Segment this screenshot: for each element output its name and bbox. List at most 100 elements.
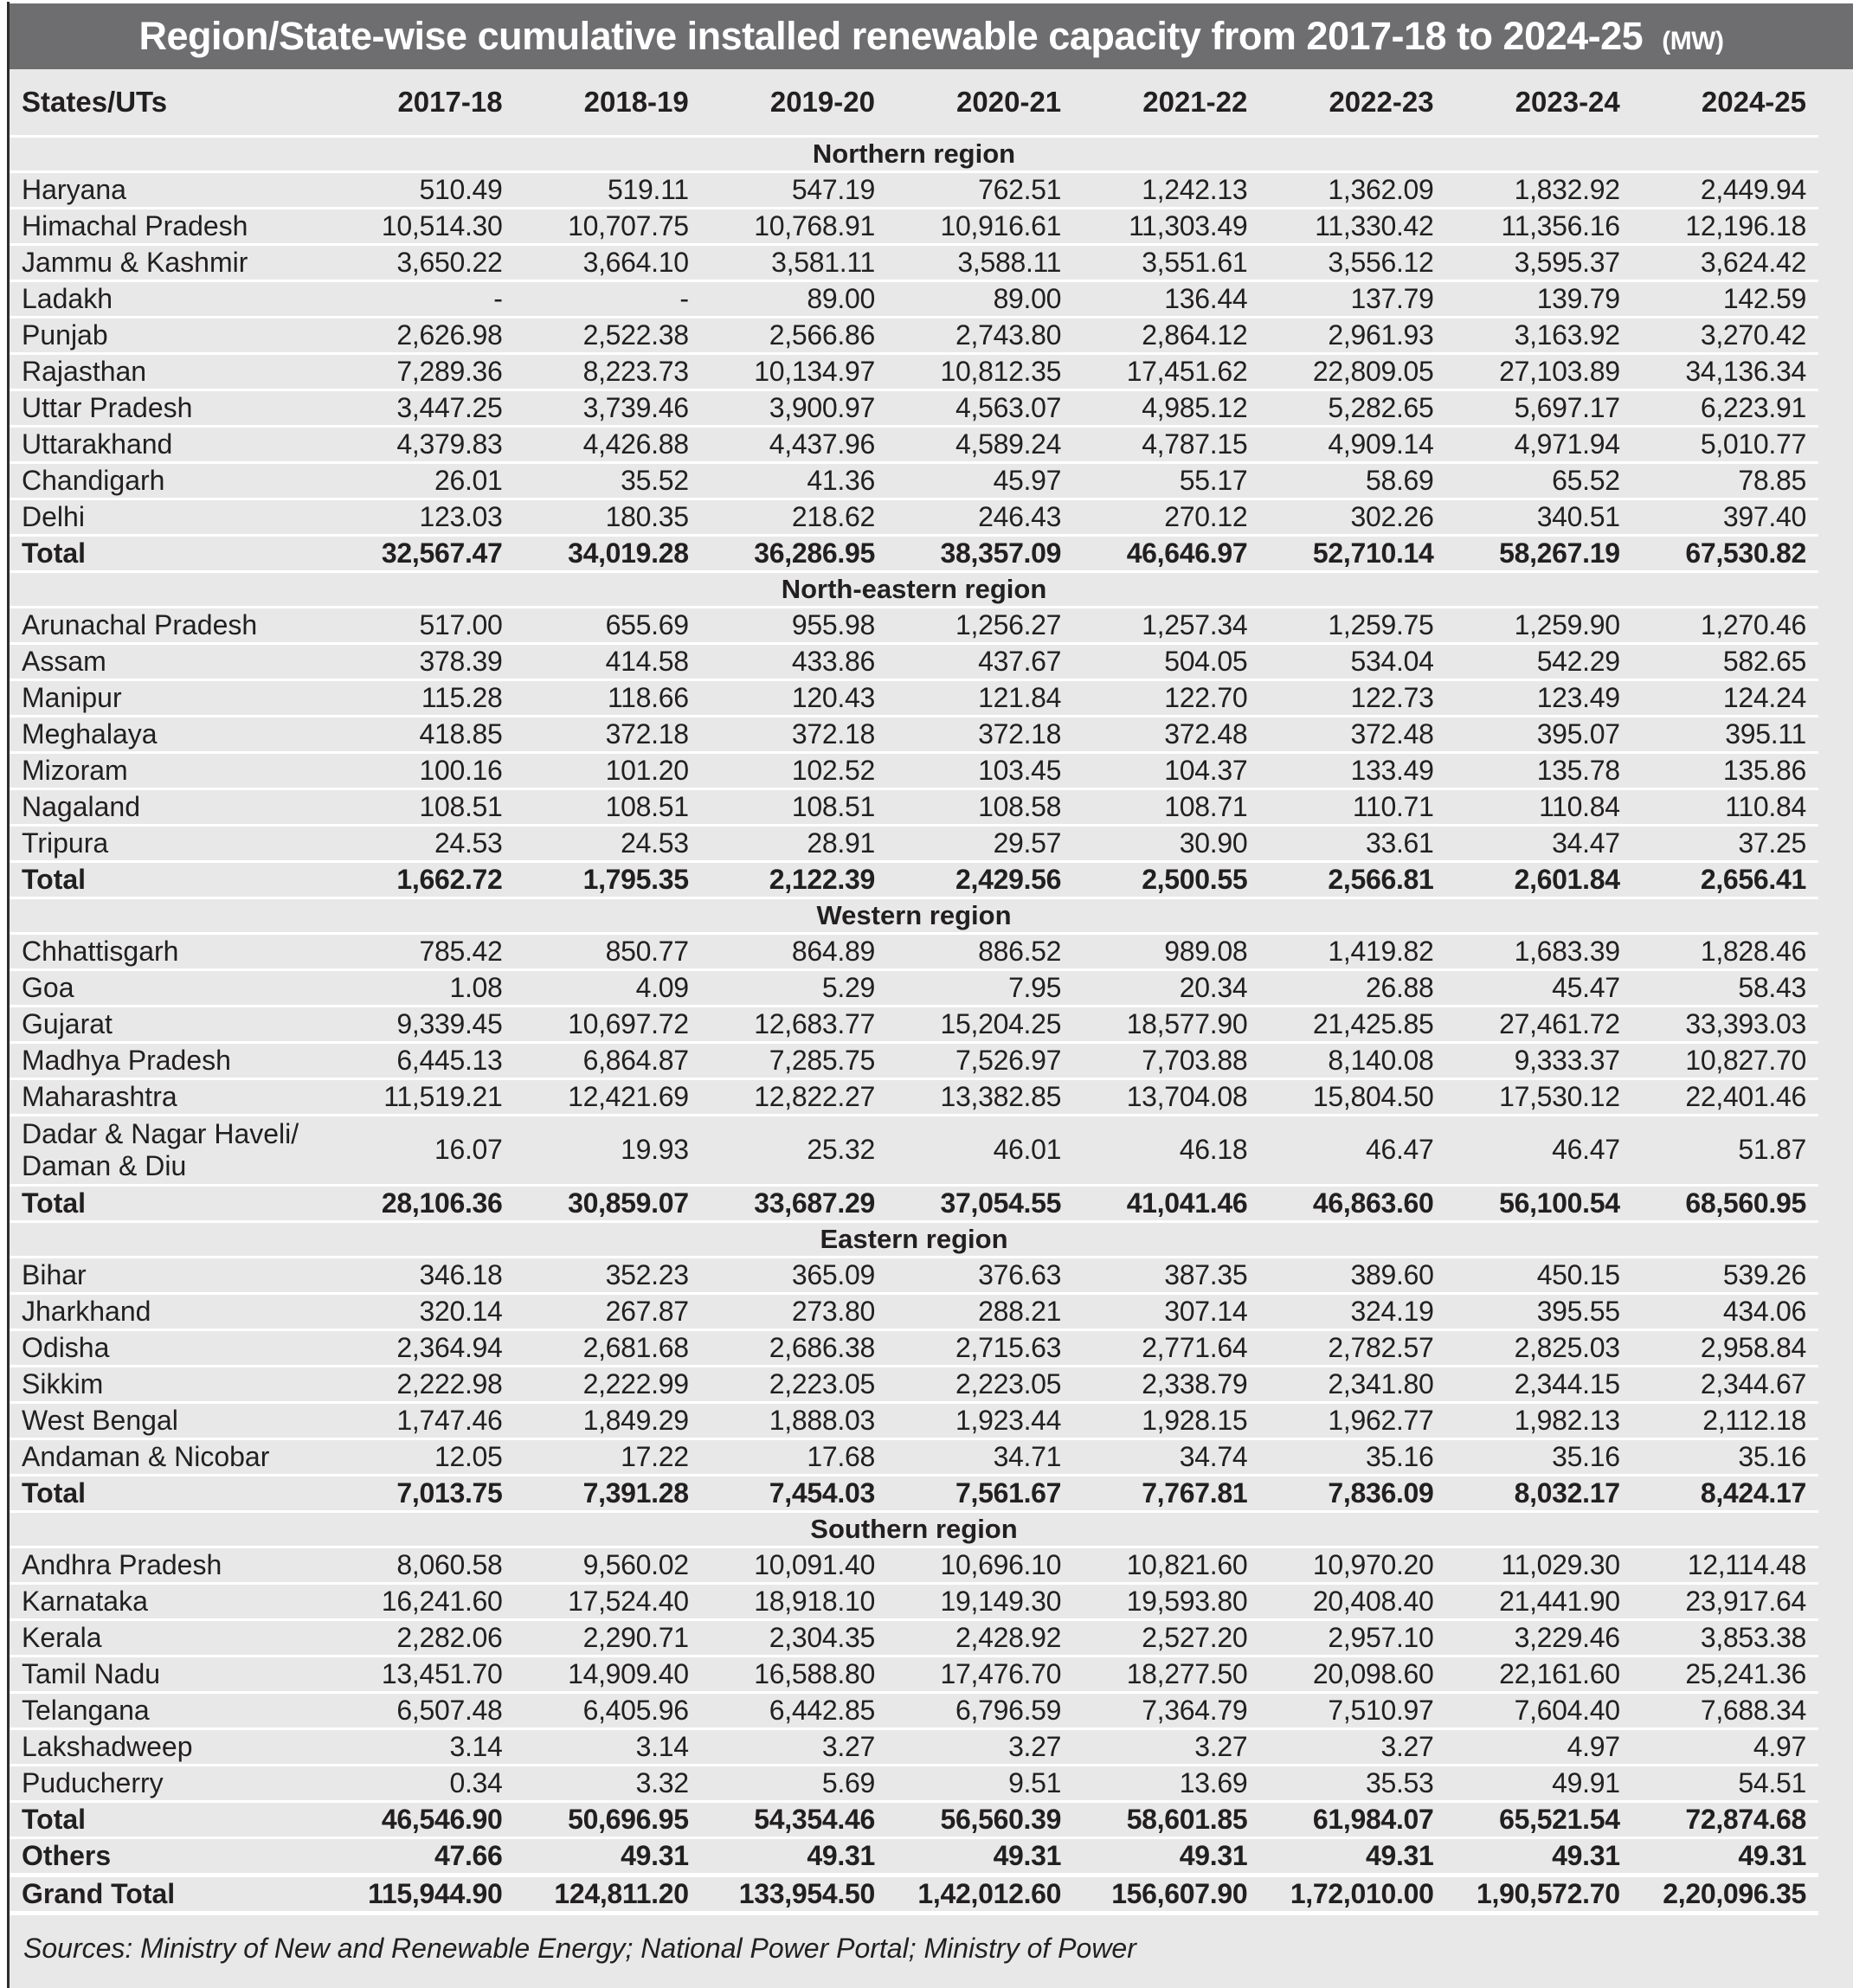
state-cell: Andaman & Nicobar <box>22 1440 270 1472</box>
value-cell: 9,333.37 <box>1514 1044 1620 1076</box>
value-cell: 1,747.46 <box>396 1404 503 1436</box>
value-cell: 30,859.07 <box>568 1187 689 1219</box>
region-header-label: Western region <box>816 899 1012 930</box>
year-column-header: 2018-19 <box>583 85 689 118</box>
value-cell: 22,161.60 <box>1499 1657 1620 1689</box>
value-cell: 372.18 <box>978 717 1062 750</box>
state-row: Gujarat 9,339.45 10,697.72 12,683.77 15,204.… <box>10 1006 1818 1042</box>
state-row: Karnataka 16,241.60 17,524.40 18,918.10 19,1… <box>10 1583 1818 1619</box>
value-cell: 324.19 <box>1350 1295 1434 1327</box>
value-cell: 218.62 <box>791 500 875 532</box>
state-cell: Delhi <box>22 500 85 532</box>
state-row: Rajasthan 7,289.36 8,223.73 10,134.97 10,812… <box>10 353 1818 389</box>
value-cell: 2,864.12 <box>1142 318 1248 351</box>
value-cell: 7.95 <box>1008 971 1062 1003</box>
value-cell: 20,408.40 <box>1312 1585 1434 1617</box>
value-cell: 1,928.15 <box>1142 1404 1248 1436</box>
value-cell: 108.71 <box>1164 790 1248 822</box>
state-row: Andhra Pradesh 8,060.58 9,560.02 10,091.40 1… <box>10 1547 1818 1583</box>
value-cell: 450.15 <box>1536 1258 1620 1290</box>
value-cell: 2,112.18 <box>1702 1404 1806 1436</box>
region-header-label: Northern region <box>812 138 1016 169</box>
value-cell: 10,514.30 <box>381 209 503 241</box>
value-cell: 989.08 <box>1164 935 1248 967</box>
value-cell: 25,241.36 <box>1685 1657 1806 1689</box>
value-cell: 4,909.14 <box>1328 428 1434 460</box>
value-cell: 3,595.37 <box>1514 246 1620 278</box>
value-cell: 9,339.45 <box>396 1007 503 1039</box>
value-cell: 45.97 <box>993 464 1062 496</box>
value-cell: 395.55 <box>1536 1295 1620 1327</box>
value-cell: 15,204.25 <box>940 1007 1062 1039</box>
state-row: Goa 1.08 4.09 5.29 7.95 20.34 26.88 45.47 58.43 <box>10 969 1818 1006</box>
value-cell: 7,561.67 <box>955 1477 1062 1509</box>
value-cell: 1,242.13 <box>1142 173 1248 205</box>
value-cell: 1,257.34 <box>1142 608 1248 640</box>
value-cell: 58.43 <box>1738 971 1806 1003</box>
value-cell: 49.31 <box>1365 1839 1434 1871</box>
state-row: Bihar 346.18 352.23 365.09 376.63 387.35 389.6… <box>10 1257 1818 1293</box>
value-cell: 110.84 <box>1539 790 1620 822</box>
value-cell: 49.31 <box>621 1839 689 1871</box>
value-cell: 3,556.12 <box>1328 246 1434 278</box>
value-cell: 49.31 <box>1738 1839 1806 1871</box>
value-cell: 2,223.05 <box>769 1367 875 1399</box>
region-total-row: Total 32,567.47 34,019.28 36,286.95 38,357.0… <box>10 535 1818 571</box>
value-cell: 46.01 <box>993 1134 1062 1165</box>
value-cell: 123.49 <box>1536 681 1620 713</box>
value-cell: 115,944.90 <box>368 1877 503 1909</box>
value-cell: 29.57 <box>993 827 1062 859</box>
value-cell: 2,341.80 <box>1328 1367 1434 1399</box>
value-cell: 5,697.17 <box>1514 391 1620 423</box>
value-cell: 2,715.63 <box>955 1331 1062 1363</box>
value-cell: 8,424.17 <box>1700 1477 1806 1509</box>
value-cell: 58,601.85 <box>1126 1803 1248 1835</box>
value-cell: 2,566.81 <box>1328 863 1434 895</box>
state-cell: Odisha <box>22 1331 110 1363</box>
value-cell: 1,256.27 <box>955 608 1062 640</box>
value-cell: 58.69 <box>1365 464 1434 496</box>
year-column-header: 2019-20 <box>769 85 875 118</box>
value-cell: 389.60 <box>1350 1258 1434 1290</box>
value-cell: 8,223.73 <box>582 355 689 387</box>
value-cell: 135.86 <box>1722 754 1806 786</box>
value-cell: 246.43 <box>978 500 1062 532</box>
state-cell: Tripura <box>22 827 109 859</box>
value-cell: 1,72,010.00 <box>1290 1877 1434 1909</box>
value-cell: 50,696.95 <box>568 1803 689 1835</box>
value-cell: 10,768.91 <box>754 209 875 241</box>
value-cell: 11,330.42 <box>1315 209 1434 241</box>
value-cell: 24.53 <box>434 827 503 859</box>
state-cell: Mizoram <box>22 754 128 786</box>
value-cell: 7,604.40 <box>1514 1694 1620 1726</box>
value-cell: 7,285.75 <box>769 1044 875 1076</box>
value-cell: 25.32 <box>807 1134 875 1165</box>
value-cell: 2,771.64 <box>1142 1331 1248 1363</box>
value-cell: 4,437.96 <box>769 428 875 460</box>
value-cell: 49.31 <box>1552 1839 1620 1871</box>
value-cell: 320.14 <box>419 1295 503 1327</box>
state-cell: Chhattisgarh <box>22 935 179 967</box>
state-cell: Andhra Pradesh <box>22 1548 222 1580</box>
state-row: Nagaland 108.51 108.51 108.51 108.58 108.71 11… <box>10 788 1818 825</box>
value-cell: 1,419.82 <box>1328 935 1434 967</box>
value-cell: 108.51 <box>605 790 689 822</box>
value-cell: 3,229.46 <box>1514 1621 1620 1653</box>
value-cell: 2,122.39 <box>769 863 875 895</box>
value-cell: 19,593.80 <box>1126 1585 1248 1617</box>
state-cell: Jammu & Kashmir <box>22 246 248 278</box>
value-cell: 115.28 <box>421 681 503 713</box>
value-cell: 504.05 <box>1164 645 1248 677</box>
capacity-table: States/UTs 2017-18 2018-19 2019-20 2020-21 2… <box>10 69 1818 1915</box>
year-column-header: 2021-22 <box>1142 85 1248 118</box>
value-cell: 2,429.56 <box>955 863 1062 895</box>
state-row: Ladakh - - 89.00 89.00 136.44 137.79 139.79 142.… <box>10 280 1818 317</box>
value-cell: 14,909.40 <box>568 1657 689 1689</box>
value-cell: 52,710.14 <box>1312 537 1434 569</box>
value-cell: 46,546.90 <box>381 1803 503 1835</box>
value-cell: 6,405.96 <box>582 1694 689 1726</box>
value-cell: 785.42 <box>419 935 503 967</box>
value-cell: 1,888.03 <box>769 1404 875 1436</box>
value-cell: 10,707.75 <box>568 209 689 241</box>
state-cell: Total <box>22 537 87 569</box>
